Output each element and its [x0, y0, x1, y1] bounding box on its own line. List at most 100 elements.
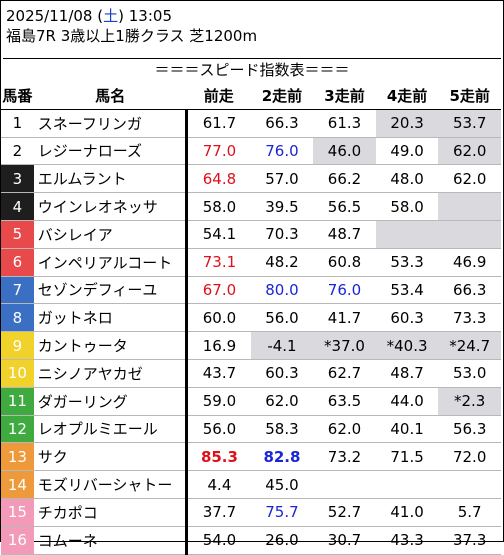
- speed-index-cell: 53.3: [375, 248, 439, 277]
- speed-index-cell: 67.0: [186, 276, 251, 305]
- col-header-4back: 4走前: [375, 82, 439, 110]
- horse-name: インペリアルコート: [33, 248, 189, 277]
- speed-index-cell: 75.7: [250, 498, 314, 527]
- speed-index-cell: 48.2: [250, 248, 314, 277]
- speed-index-cell: 61.3: [313, 109, 376, 138]
- speed-index-cell: [375, 220, 439, 249]
- horse-name: バシレイア: [33, 220, 189, 249]
- table-row: 15 チカポコ 37.7 75.7 52.7 41.0 5.7: [1, 498, 501, 527]
- speed-index-cell: 43.7: [186, 359, 251, 388]
- speed-index-cell: 64.8: [186, 164, 251, 194]
- speed-index-cell: 30.7: [313, 526, 376, 555]
- horse-number: 11: [1, 387, 34, 416]
- race-time: 13:05: [128, 7, 172, 25]
- horse-number: 5: [1, 220, 34, 249]
- speed-index-cell: 62.0: [250, 387, 314, 416]
- horse-number: 15: [1, 498, 34, 527]
- speed-index-cell: 77.0: [186, 137, 251, 166]
- speed-index-cell: 56.0: [250, 303, 314, 333]
- speed-index-cell: [438, 470, 501, 499]
- race-date: 2025/11/08: [6, 7, 93, 25]
- horse-name: サク: [33, 442, 189, 472]
- horse-number: 16: [1, 526, 34, 555]
- speed-index-cell: 82.8: [250, 442, 314, 472]
- speed-index-cell: 43.3: [375, 526, 439, 555]
- table-row: 9 カントゥータ 16.9 -4.1 *37.0 *40.3 *24.7: [1, 331, 501, 360]
- speed-index-cell: 76.0: [313, 276, 376, 305]
- race-info: 福島7R 3歳以上1勝クラス 芝1200m: [6, 27, 258, 45]
- horse-name: セゾンデフィーユ: [33, 276, 189, 305]
- horse-number: 6: [1, 248, 34, 277]
- speed-index-cell: 16.9: [186, 331, 251, 360]
- speed-index-cell: 60.0: [186, 303, 251, 333]
- speed-index-cell: 56.3: [438, 415, 501, 444]
- speed-index-cell: 53.4: [375, 276, 439, 305]
- speed-index-cell: 26.0: [250, 526, 314, 555]
- horse-name: レオプルミエール: [33, 415, 189, 444]
- table-row: 12 レオプルミエール 56.0 58.3 62.0 40.1 56.3: [1, 415, 501, 444]
- speed-index-cell: 54.1: [186, 220, 251, 249]
- horse-name: チカポコ: [33, 498, 189, 527]
- speed-index-cell: 59.0: [186, 387, 251, 416]
- speed-index-cell: 53.7: [438, 109, 501, 138]
- speed-index-cell: 5.7: [438, 498, 501, 527]
- table-row: 11 ダガーリング 59.0 62.0 63.5 44.0 *2.3: [1, 387, 501, 416]
- speed-index-cell: 46.0: [313, 137, 376, 166]
- speed-index-cell: 48.0: [375, 164, 439, 194]
- table-row: 3 エルムラント 64.8 57.0 66.2 48.0 62.0: [1, 164, 501, 194]
- speed-index-cell: 58.3: [250, 415, 314, 444]
- speed-index-cell: 37.7: [186, 498, 251, 527]
- speed-index-cell: [438, 220, 501, 249]
- speed-index-cell: 41.0: [375, 498, 439, 527]
- speed-index-cell: 48.7: [313, 220, 376, 249]
- col-header-3back: 3走前: [313, 82, 376, 110]
- speed-index-cell: [438, 192, 501, 221]
- speed-index-cell: 63.5: [313, 387, 376, 416]
- speed-index-cell: 80.0: [250, 276, 314, 305]
- speed-index-cell: 41.7: [313, 303, 376, 333]
- horse-number: 2: [1, 137, 34, 166]
- speed-index-cell: 37.3: [438, 526, 501, 555]
- horse-number: 14: [1, 470, 34, 499]
- horse-number: 1: [1, 109, 34, 138]
- horse-name: エルムラント: [33, 164, 189, 194]
- horse-name: ダガーリング: [33, 387, 189, 416]
- speed-index-cell: 66.3: [438, 276, 501, 305]
- speed-index-cell: 62.7: [313, 359, 376, 388]
- horse-number: 9: [1, 331, 34, 360]
- speed-index-cell: 70.3: [250, 220, 314, 249]
- horse-number: 3: [1, 164, 34, 194]
- table-row: 4 ウインレオネッサ 58.0 39.5 56.5 58.0: [1, 192, 501, 221]
- speed-index-cell: 60.3: [375, 303, 439, 333]
- speed-index-cell: 46.9: [438, 248, 501, 277]
- horse-number: 10: [1, 359, 34, 388]
- table-row: 16 コムーネ 54.0 26.0 30.7 43.3 37.3: [1, 526, 501, 555]
- table-row: 2 レジーナローズ 77.0 76.0 46.0 49.0 62.0: [1, 137, 501, 166]
- speed-index-cell: 62.0: [438, 137, 501, 166]
- table-row: 1 スネーフリンガ 61.7 66.3 61.3 20.3 53.7: [1, 109, 501, 138]
- speed-index-cell: 66.2: [313, 164, 376, 194]
- speed-index-cell: 45.0: [250, 470, 314, 499]
- table-row: 10 ニシノアヤカゼ 43.7 60.3 62.7 48.7 53.0: [1, 359, 501, 388]
- horse-number: 13: [1, 442, 34, 472]
- speed-index-cell: 58.0: [375, 192, 439, 221]
- speed-index-cell: 44.0: [375, 387, 439, 416]
- speed-index-cell: -4.1: [250, 331, 314, 360]
- speed-index-cell: 73.2: [313, 442, 376, 472]
- speed-index-cell: *2.3: [438, 387, 501, 416]
- col-header-5back: 5走前: [438, 82, 501, 110]
- speed-index-cell: 20.3: [375, 109, 439, 138]
- speed-index-cell: 73.3: [438, 303, 501, 333]
- speed-index-cell: [375, 470, 439, 499]
- speed-index-cell: 62.0: [438, 164, 501, 194]
- horse-name: ウインレオネッサ: [33, 192, 189, 221]
- speed-index-cell: 48.7: [375, 359, 439, 388]
- horse-name: コムーネ: [33, 526, 189, 555]
- table-row: 8 ガットネロ 60.0 56.0 41.7 60.3 73.3: [1, 303, 501, 333]
- horse-name: スネーフリンガ: [33, 109, 189, 138]
- table-title: ＝＝＝スピード指数表＝＝＝: [3, 58, 501, 81]
- speed-index-cell: 53.0: [438, 359, 501, 388]
- speed-index-cell: 49.0: [375, 137, 439, 166]
- col-header-last: 前走: [186, 82, 251, 110]
- speed-index-cell: *40.3: [375, 331, 439, 360]
